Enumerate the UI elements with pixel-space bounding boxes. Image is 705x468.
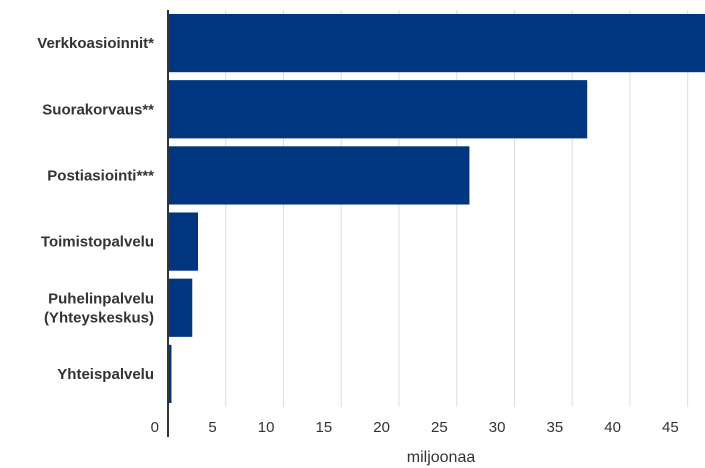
bar-2	[168, 146, 470, 205]
category-label-3: Toimistopalvelu	[41, 234, 154, 251]
category-label-5: Yhteispalvelu	[57, 366, 154, 383]
category-labels: Verkkoasioinnit* Suorakorvaus** Postiasioi…	[37, 35, 154, 383]
category-label-4-line-0: Puhelinpalvelu	[48, 290, 154, 307]
x-tick-label-35: 35	[547, 419, 564, 436]
x-tick-label-25: 25	[431, 419, 448, 436]
x-tick-label-20: 20	[373, 419, 390, 436]
bar-3	[168, 212, 199, 271]
x-tick-label-15: 15	[316, 419, 333, 436]
x-tick-label-5: 5	[208, 419, 216, 436]
gridlines	[225, 10, 689, 407]
x-tick-label-0: 0	[151, 419, 159, 436]
x-tick-label-30: 30	[489, 419, 506, 436]
category-label-4-line-1: (Yhteyskeskus)	[44, 309, 154, 326]
category-label-2: Postiasiointi***	[47, 167, 154, 184]
category-label-1: Suorakorvaus**	[42, 101, 154, 118]
x-tick-labels: 0 5 10 15 20 25 30 35 40 45	[151, 419, 679, 436]
bars	[168, 13, 705, 404]
x-tick-label-40: 40	[604, 419, 621, 436]
x-axis-title: miljoonaa	[407, 449, 476, 466]
bar-5	[168, 344, 172, 404]
bar-4	[168, 278, 193, 337]
x-tick-label-45: 45	[662, 419, 679, 436]
bar-1	[168, 80, 588, 139]
category-label-0: Verkkoasioinnit*	[37, 35, 154, 52]
bar-0	[168, 13, 705, 73]
x-tick-label-10: 10	[258, 419, 275, 436]
